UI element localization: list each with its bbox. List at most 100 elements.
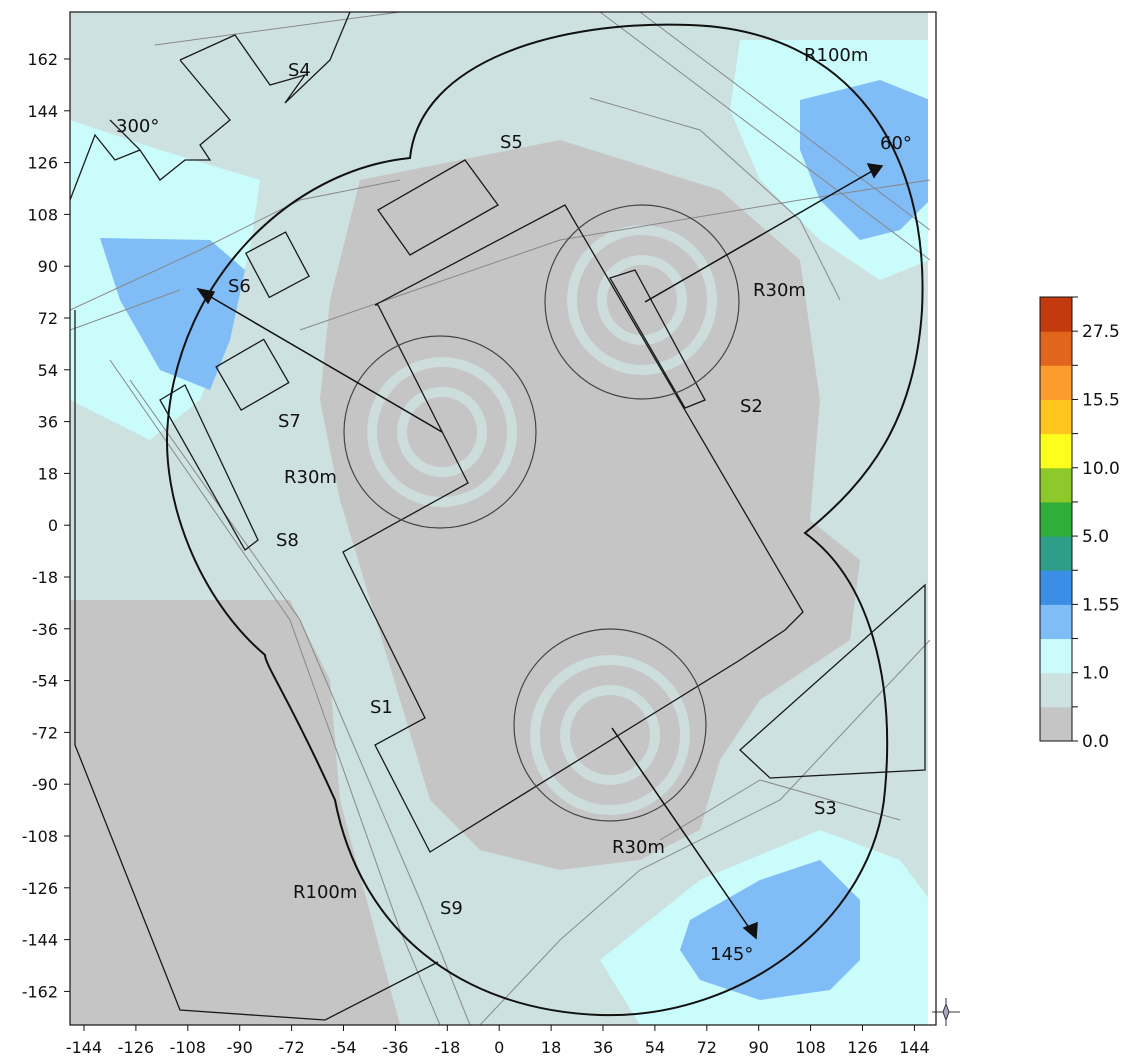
x-tick-label: 0: [494, 1038, 504, 1057]
building-s5: [377, 159, 499, 256]
direction-arrows: [196, 163, 884, 940]
label-s5: S5: [500, 132, 523, 153]
arrow-300: [203, 292, 443, 433]
y-tick-label: -54: [32, 672, 58, 691]
y-tick-label: -72: [32, 723, 58, 742]
y-tick-label: 126: [27, 154, 58, 173]
x-tick-label: -144: [66, 1038, 102, 1057]
label-angle-300: 300°: [116, 116, 159, 137]
r30m-circle-south: [513, 628, 707, 822]
colorbar-segment: [1040, 365, 1072, 400]
label-r30m-south: R30m: [612, 837, 665, 858]
label-s3: S3: [814, 798, 837, 819]
colorbar-label: 15.5: [1082, 390, 1120, 410]
y-tick-label: 36: [38, 413, 58, 432]
colorbar-segment: [1040, 501, 1072, 537]
label-s8: S8: [276, 530, 299, 551]
colorbar-segment: [1040, 399, 1072, 435]
arrow-60: [644, 169, 875, 303]
x-tick-label: 108: [795, 1038, 826, 1057]
x-tick-label: 54: [645, 1038, 665, 1057]
x-tick-label: -36: [382, 1038, 408, 1057]
label-r30m-northeast: R30m: [753, 280, 806, 301]
y-tick-label: -162: [22, 982, 58, 1001]
building-s6: [244, 231, 310, 299]
colorbar-segment: [1040, 467, 1072, 503]
r100m-envelope: [166, 23, 924, 1017]
arrow-145: [611, 727, 753, 933]
map-labels: S4 S5 S6 S7 S8 S2 S1 S3 S9 R100m R100m R…: [116, 45, 912, 965]
y-axis: 162 144 126 108 90 72 54 36 18 0 -18 -36 -54 -72 -90 -1…: [22, 50, 70, 1001]
colorbar-segment: [1040, 672, 1072, 708]
x-axis: -144 -126 -108 -90 -72 -54 -36 -18 0 18 36 54 72 90 10…: [66, 1025, 930, 1057]
y-tick-label: 108: [27, 205, 58, 224]
y-tick-label: -18: [32, 568, 58, 587]
colorbar-segment: [1040, 706, 1072, 742]
label-s7: S7: [278, 411, 301, 432]
y-tick-label: 90: [38, 257, 58, 276]
label-s4: S4: [288, 60, 311, 81]
x-tick-label: 126: [847, 1038, 878, 1057]
main-structure: [342, 204, 804, 853]
colorbar-label: 0.0: [1082, 732, 1109, 752]
gray-zone-southwest: [70, 600, 400, 1025]
r30m-circles: [343, 204, 740, 822]
colorbar-segment: [1040, 331, 1072, 366]
colorbar-segment: [1040, 604, 1072, 640]
gray-zone-center: [320, 140, 860, 870]
y-tick-label: 18: [38, 464, 58, 483]
y-tick-label: 72: [38, 309, 58, 328]
right-edge-strip: [928, 12, 930, 1025]
x-tick-label: 72: [697, 1038, 717, 1057]
r30m-circle-northeast: [544, 204, 740, 400]
colorbar-label: 10.0: [1082, 459, 1120, 479]
x-tick-label: -90: [227, 1038, 253, 1057]
coverage-layer: [70, 12, 930, 1025]
colorbar-label: 27.5: [1082, 322, 1120, 342]
label-s2: S2: [740, 396, 763, 417]
blue-zone-southeast: [680, 860, 860, 1000]
y-tick-label: -36: [32, 620, 58, 639]
label-r100m-top: R100m: [804, 45, 868, 66]
colorbar-segment: [1040, 433, 1072, 469]
colorbar-segment: [1040, 536, 1072, 571]
label-s6: S6: [228, 276, 251, 297]
x-tick-label: -18: [434, 1038, 460, 1057]
colorbar-label: 5.0: [1082, 527, 1109, 547]
colorbar-label: 1.0: [1082, 664, 1109, 684]
y-tick-label: -126: [22, 879, 58, 898]
x-tick-label: 144: [899, 1038, 930, 1057]
x-tick-label: -54: [330, 1038, 356, 1057]
label-s1: S1: [370, 697, 393, 718]
label-angle-60: 60°: [880, 133, 912, 154]
base-map-lines: [70, 12, 930, 1025]
x-tick-label: -108: [170, 1038, 206, 1057]
colorbar-frame: [1039, 296, 1073, 742]
site-boundary-southwest: [74, 310, 439, 1021]
building-s3: [739, 583, 926, 779]
swirl-rings: [367, 225, 717, 815]
label-s9: S9: [440, 898, 463, 919]
y-tick-label: -90: [32, 775, 58, 794]
label-angle-145: 145°: [710, 944, 753, 965]
label-r100m-bottom: R100m: [293, 882, 357, 903]
colorbar: 27.5 15.5 10.0 5.0 1.55 1.0 0.0: [1039, 296, 1120, 752]
y-tick-label: 162: [27, 50, 58, 69]
r30m-circle-west: [343, 335, 537, 529]
colorbar-segment: [1040, 297, 1072, 332]
y-tick-label: 54: [38, 361, 58, 380]
x-tick-label: -72: [279, 1038, 305, 1057]
building-outlines: [70, 12, 926, 1021]
building-s4: [179, 12, 351, 104]
blue-zone-northeast: [800, 80, 930, 240]
y-tick-label: 0: [48, 516, 58, 535]
x-tick-label: 36: [593, 1038, 613, 1057]
y-tick-label: -108: [22, 827, 58, 846]
y-tick-label: -144: [22, 931, 58, 950]
x-tick-label: 90: [749, 1038, 769, 1057]
building-s8: [159, 384, 259, 551]
compass-icon: [932, 998, 960, 1026]
x-tick-label: -126: [118, 1038, 154, 1057]
colorbar-segment: [1040, 570, 1072, 605]
